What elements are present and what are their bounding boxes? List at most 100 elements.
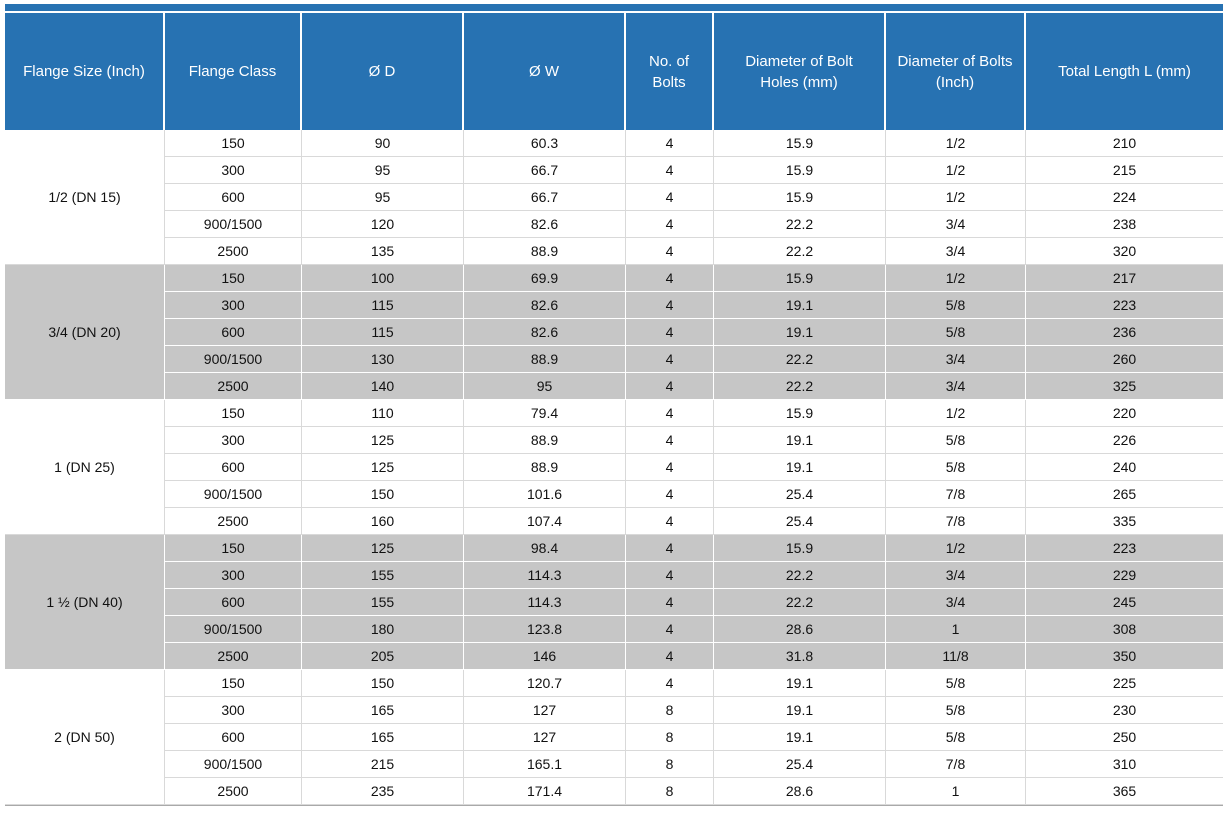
cell-no-of-bolts: 4	[626, 157, 714, 184]
cell-bolt-hole-diameter: 15.9	[714, 400, 886, 427]
cell-total-length: 238	[1026, 211, 1223, 238]
table-row: 300 165 127 8 19.1 5/8 230	[5, 697, 1223, 724]
cell-d: 120	[302, 211, 464, 238]
table-row: 300 115 82.6 4 19.1 5/8 223	[5, 292, 1223, 319]
cell-total-length: 223	[1026, 535, 1223, 562]
cell-bolt-diameter: 5/8	[886, 670, 1026, 697]
cell-bolt-diameter: 5/8	[886, 427, 1026, 454]
cell-d: 140	[302, 373, 464, 400]
cell-no-of-bolts: 4	[626, 211, 714, 238]
cell-bolt-diameter: 3/4	[886, 589, 1026, 616]
cell-d: 155	[302, 562, 464, 589]
cell-flange-class: 300	[165, 427, 302, 454]
cell-total-length: 226	[1026, 427, 1223, 454]
cell-d: 135	[302, 238, 464, 265]
cell-d: 150	[302, 481, 464, 508]
cell-flange-class: 150	[165, 535, 302, 562]
cell-d: 115	[302, 292, 464, 319]
cell-no-of-bolts: 8	[626, 751, 714, 778]
cell-bolt-hole-diameter: 19.1	[714, 319, 886, 346]
cell-bolt-diameter: 5/8	[886, 697, 1026, 724]
cell-bolt-hole-diameter: 22.2	[714, 238, 886, 265]
cell-total-length: 220	[1026, 400, 1223, 427]
cell-no-of-bolts: 4	[626, 238, 714, 265]
cell-flange-class: 300	[165, 562, 302, 589]
cell-bolt-hole-diameter: 25.4	[714, 751, 886, 778]
column-header-d: Ø D	[302, 13, 464, 130]
cell-bolt-diameter: 7/8	[886, 751, 1026, 778]
flange-dimensions-table: Flange Size (Inch) Flange Class Ø D Ø W …	[5, 13, 1223, 806]
cell-bolt-diameter: 1/2	[886, 130, 1026, 157]
cell-no-of-bolts: 4	[626, 319, 714, 346]
cell-d: 100	[302, 265, 464, 292]
table-row: 600 115 82.6 4 19.1 5/8 236	[5, 319, 1223, 346]
cell-d: 90	[302, 130, 464, 157]
cell-no-of-bolts: 4	[626, 184, 714, 211]
cell-bolt-diameter: 3/4	[886, 238, 1026, 265]
cell-d: 95	[302, 157, 464, 184]
cell-flange-class: 600	[165, 454, 302, 481]
cell-total-length: 215	[1026, 157, 1223, 184]
cell-no-of-bolts: 4	[626, 535, 714, 562]
cell-w: 171.4	[464, 778, 626, 805]
cell-bolt-hole-diameter: 15.9	[714, 157, 886, 184]
cell-total-length: 224	[1026, 184, 1223, 211]
cell-bolt-hole-diameter: 15.9	[714, 535, 886, 562]
table-row: 1 ½ (DN 40) 150 125 98.4 4 15.9 1/2 223	[5, 535, 1223, 670]
cell-total-length: 236	[1026, 319, 1223, 346]
cell-bolt-hole-diameter: 15.9	[714, 265, 886, 292]
cell-flange-class: 2500	[165, 238, 302, 265]
cell-no-of-bolts: 4	[626, 346, 714, 373]
column-header-w: Ø W	[464, 13, 626, 130]
cell-no-of-bolts: 4	[626, 373, 714, 400]
cell-bolt-diameter: 1/2	[886, 184, 1026, 211]
cell-d: 160	[302, 508, 464, 535]
table-row: 2 (DN 50) 150 150 120.7 4 19.1 5/8 225	[5, 670, 1223, 805]
cell-bolt-diameter: 1/2	[886, 535, 1026, 562]
cell-d: 165	[302, 697, 464, 724]
cell-d: 180	[302, 616, 464, 643]
cell-w: 88.9	[464, 346, 626, 373]
cell-flange-class: 2500	[165, 373, 302, 400]
cell-w: 66.7	[464, 184, 626, 211]
flange-size-cell: 1 (DN 25)	[5, 400, 165, 535]
cell-w: 101.6	[464, 481, 626, 508]
column-header-bolt-diameter: Diameter of Bolts (Inch)	[886, 13, 1026, 130]
column-header-flange-class: Flange Class	[165, 13, 302, 130]
cell-no-of-bolts: 8	[626, 778, 714, 805]
cell-bolt-diameter: 5/8	[886, 724, 1026, 751]
cell-bolt-diameter: 5/8	[886, 454, 1026, 481]
table-row: 2500 140 95 4 22.2 3/4 325	[5, 373, 1223, 400]
cell-no-of-bolts: 4	[626, 427, 714, 454]
cell-d: 110	[302, 400, 464, 427]
table-row: 600 125 88.9 4 19.1 5/8 240	[5, 454, 1223, 481]
cell-flange-class: 300	[165, 697, 302, 724]
cell-no-of-bolts: 8	[626, 697, 714, 724]
cell-d: 125	[302, 535, 464, 562]
cell-w: 88.9	[464, 427, 626, 454]
column-header-bolt-hole-diameter: Diameter of Bolt Holes (mm)	[714, 13, 886, 130]
cell-bolt-hole-diameter: 25.4	[714, 508, 886, 535]
cell-w: 82.6	[464, 211, 626, 238]
cell-bolt-diameter: 1/2	[886, 265, 1026, 292]
cell-d: 95	[302, 184, 464, 211]
cell-total-length: 229	[1026, 562, 1223, 589]
cell-bolt-hole-diameter: 19.1	[714, 724, 886, 751]
table-row: 2500 205 146 4 31.8 11/8 350	[5, 643, 1223, 670]
cell-w: 82.6	[464, 292, 626, 319]
cell-d: 130	[302, 346, 464, 373]
cell-d: 125	[302, 454, 464, 481]
cell-w: 120.7	[464, 670, 626, 697]
cell-bolt-hole-diameter: 19.1	[714, 670, 886, 697]
cell-bolt-hole-diameter: 28.6	[714, 616, 886, 643]
cell-total-length: 350	[1026, 643, 1223, 670]
flange-size-cell: 3/4 (DN 20)	[5, 265, 165, 400]
table-top-accent-bar	[5, 4, 1223, 11]
cell-bolt-diameter: 3/4	[886, 562, 1026, 589]
cell-flange-class: 900/1500	[165, 616, 302, 643]
flange-table-container: Flange Size (Inch) Flange Class Ø D Ø W …	[5, 4, 1223, 806]
cell-flange-class: 600	[165, 589, 302, 616]
table-row: 2500 135 88.9 4 22.2 3/4 320	[5, 238, 1223, 265]
cell-total-length: 365	[1026, 778, 1223, 805]
